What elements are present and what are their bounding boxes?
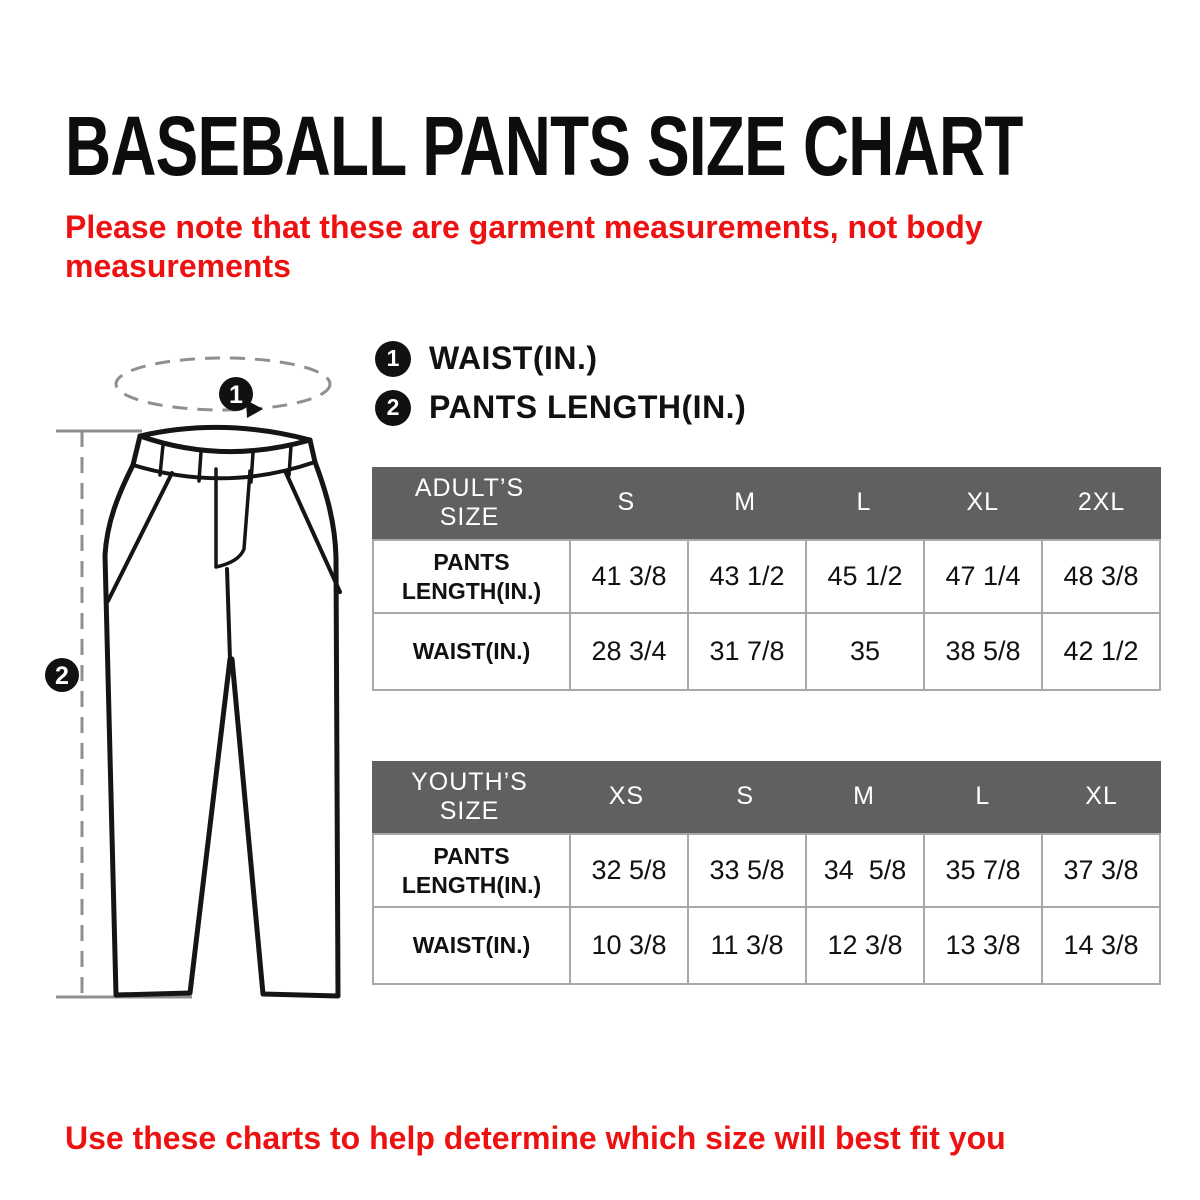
youth-size-header-s: S: [736, 782, 755, 811]
table-row: PANTS LENGTH(IN.) 41 3/8 43 1/2 45 1/2 4…: [374, 541, 1159, 612]
adult-table-body: PANTS LENGTH(IN.) 41 3/8 43 1/2 45 1/2 4…: [372, 539, 1161, 691]
adult-waist-2xl: 42 1/2: [1041, 612, 1159, 689]
youth-pants-length-xs: 32 5/8: [569, 835, 687, 906]
marker-1-number: 1: [229, 381, 243, 409]
legend-item-waist: 1 WAIST(IN.): [375, 340, 746, 377]
table-row: WAIST(IN.) 10 3/8 11 3/8 12 3/8 13 3/8 1…: [374, 906, 1159, 983]
youth-table-header: YOUTH’S SIZE XS S M L XL: [372, 761, 1161, 833]
youth-size-header-m: M: [853, 782, 875, 811]
marker-1-badge: 1: [219, 377, 253, 411]
youth-waist-m: 12 3/8: [805, 906, 923, 983]
circled-2-icon: 2: [375, 389, 411, 426]
pants-outline: [102, 424, 342, 999]
youth-pants-length-label: PANTS LENGTH(IN.): [401, 842, 542, 898]
adult-pants-length-m: 43 1/2: [687, 541, 805, 612]
youth-pants-length-l: 35 7/8: [923, 835, 1041, 906]
adult-waist-s: 28 3/4: [569, 612, 687, 689]
youth-corner-label: YOUTH’S SIZE: [411, 767, 528, 826]
fit-advice-footer: Use these charts to help determine which…: [65, 1120, 1006, 1156]
youth-size-table: YOUTH’S SIZE XS S M L XL PANTS LENGTH(IN…: [372, 761, 1161, 985]
adult-table-header: ADULT’S SIZE S M L XL 2XL: [372, 467, 1161, 539]
marker-2-number: 2: [55, 662, 69, 690]
youth-waist-label: WAIST(IN.): [374, 906, 569, 983]
legend-label-pants-length: PANTS LENGTH(IN.): [429, 389, 747, 425]
adult-pants-length-l: 45 1/2: [805, 541, 923, 612]
youth-pants-length-s: 33 5/8: [687, 835, 805, 906]
adult-size-header-xl: XL: [966, 488, 1000, 517]
adult-size-header-m: M: [734, 488, 757, 517]
marker-2-badge: 2: [45, 658, 79, 692]
youth-table-body: PANTS LENGTH(IN.) 32 5/8 33 5/8 34 5/8 3…: [372, 833, 1161, 985]
youth-waist-xl: 14 3/8: [1041, 906, 1159, 983]
adult-pants-length-label: PANTS LENGTH(IN.): [401, 548, 542, 604]
youth-waist-xs: 10 3/8: [569, 906, 687, 983]
adult-waist-l: 35: [805, 612, 923, 689]
table-row: WAIST(IN.) 28 3/4 31 7/8 35 38 5/8 42 1/…: [374, 612, 1159, 689]
adult-waist-xl: 38 5/8: [923, 612, 1041, 689]
circled-1-icon: 1: [375, 340, 411, 377]
page-title: BASEBALL PANTS SIZE CHART: [65, 99, 1023, 194]
legend-label-waist: WAIST(IN.): [429, 340, 598, 376]
youth-pants-length-xl: 37 3/8: [1041, 835, 1159, 906]
youth-size-header-xs: XS: [608, 782, 645, 811]
adult-waist-m: 31 7/8: [687, 612, 805, 689]
adult-pants-length-xl: 47 1/4: [923, 541, 1041, 612]
adult-size-table: ADULT’S SIZE S M L XL 2XL PANTS LENGTH(I…: [372, 467, 1161, 691]
youth-size-header-xl: XL: [1085, 782, 1118, 811]
waist-arrow-icon: [246, 400, 263, 418]
adult-pants-length-2xl: 48 3/8: [1041, 541, 1159, 612]
youth-pants-length-m: 34 5/8: [805, 835, 923, 906]
adult-corner-label: ADULT’S SIZE: [414, 473, 525, 532]
youth-size-header-l: L: [975, 782, 991, 811]
table-row: PANTS LENGTH(IN.) 32 5/8 33 5/8 34 5/8 3…: [374, 835, 1159, 906]
pants-diagram: 1 2: [45, 356, 342, 999]
adult-pants-length-s: 41 3/8: [569, 541, 687, 612]
adult-size-header-s: S: [617, 488, 636, 517]
measurement-legend: 1 WAIST(IN.) 2 PANTS LENGTH(IN.): [375, 340, 746, 426]
adult-size-header-2xl: 2XL: [1077, 488, 1126, 517]
adult-waist-label: WAIST(IN.): [374, 612, 569, 689]
adult-size-header-l: L: [856, 488, 872, 517]
garment-measurement-note: Please note that these are garment measu…: [65, 209, 983, 285]
legend-item-pants-length: 2 PANTS LENGTH(IN.): [375, 389, 746, 426]
youth-waist-s: 11 3/8: [687, 906, 805, 983]
youth-waist-l: 13 3/8: [923, 906, 1041, 983]
waist-measure-ellipse: [114, 356, 332, 412]
